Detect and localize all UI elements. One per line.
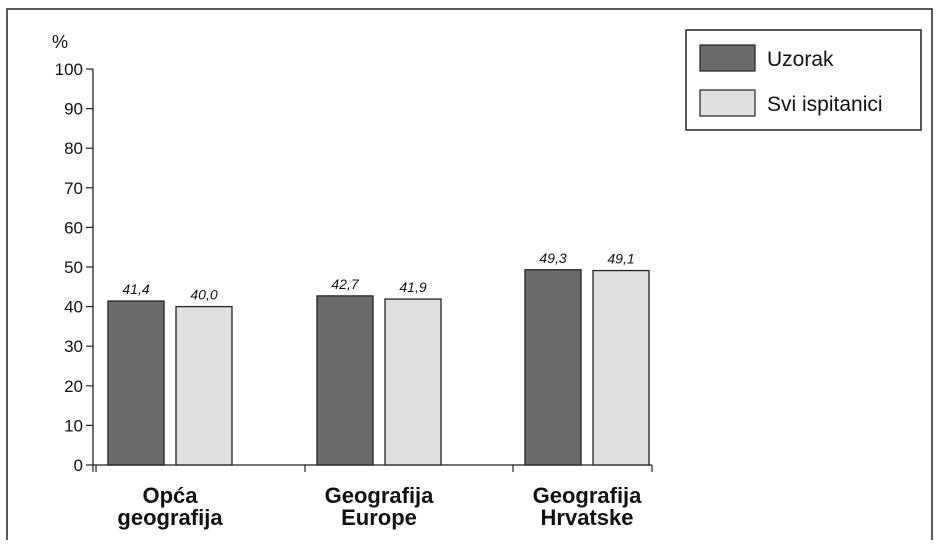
- bars: [107, 269, 650, 466]
- data-labels: 41,4 42,7 49,3 40,0 41,9 49,1: [122, 250, 634, 303]
- category-labels: OpćageografijaGeografijaEuropeGeografija…: [117, 483, 642, 530]
- y-tick-label: 80: [64, 139, 83, 158]
- y-tick-label: 0: [74, 456, 83, 475]
- category-label: Geografija: [533, 483, 643, 508]
- legend: Uzorak Svi ispitanici: [685, 29, 922, 131]
- category-label: Europe: [341, 505, 417, 530]
- y-tick-label: 100: [55, 60, 83, 79]
- bar: [524, 269, 582, 466]
- y-tick-label: 10: [64, 416, 83, 435]
- y-axis-unit-label: %: [52, 32, 68, 52]
- y-tick-label: 90: [64, 100, 83, 119]
- y-tick-label: 30: [64, 337, 83, 356]
- legend-swatch-uzorak: [699, 44, 756, 72]
- y-tick-label: 40: [64, 298, 83, 317]
- category-label: Geografija: [325, 483, 435, 508]
- category-label: Hrvatske: [541, 505, 634, 530]
- category-label: Opća: [142, 483, 198, 508]
- y-tick-label: 60: [64, 218, 83, 237]
- y-tick-label: 70: [64, 179, 83, 198]
- category-label: geografija: [117, 505, 223, 530]
- y-tick-label: 20: [64, 377, 83, 396]
- data-label: 40,0: [190, 287, 217, 303]
- data-label: 42,7: [331, 276, 359, 292]
- legend-label-svi-ispitanici: Svi ispitanici: [767, 93, 883, 116]
- data-label: 49,3: [539, 250, 566, 266]
- bar: [175, 305, 233, 466]
- data-label: 41,4: [122, 281, 149, 297]
- data-label: 41,9: [399, 279, 426, 295]
- bar: [316, 295, 374, 466]
- legend-label-uzorak: Uzorak: [767, 48, 834, 71]
- bar: [384, 298, 442, 466]
- data-label: 49,1: [607, 251, 634, 267]
- y-tick-label: 50: [64, 258, 83, 277]
- legend-swatch-svi-ispitanici: [699, 89, 756, 117]
- bar: [592, 269, 650, 466]
- bar: [107, 300, 165, 466]
